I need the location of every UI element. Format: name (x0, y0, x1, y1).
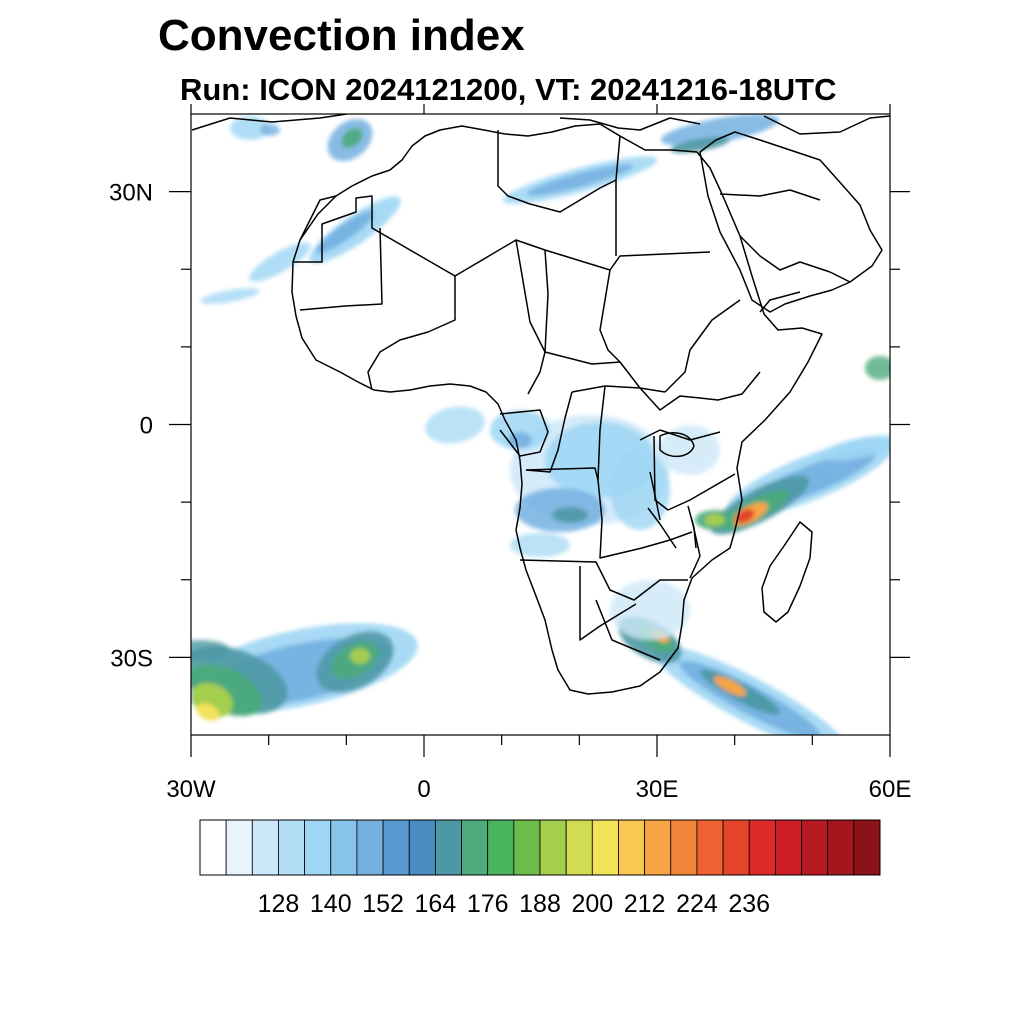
colorbar-swatch (722, 819, 750, 876)
axis-labels: 30W 0 30E 60E 30N 0 30S (109, 180, 911, 803)
colorbar-label: 152 (362, 890, 404, 918)
colorbar-swatch (539, 819, 567, 876)
field-patch (196, 703, 220, 721)
field-patch (260, 124, 280, 136)
colorbar-swatch (408, 819, 436, 876)
colorbar-label: 212 (624, 890, 666, 918)
chart-subtitle: Run: ICON 2024121200, VT: 20241216-18UTC (180, 72, 837, 107)
y-tick-label: 30N (109, 180, 153, 207)
colorbar-swatch (330, 819, 358, 876)
colorbar-swatch (304, 819, 332, 876)
colorbar-label: 140 (310, 890, 352, 918)
colorbar: 128 140 152 164 176 188 200 212 224 236 (199, 819, 881, 918)
axis-ticks (169, 104, 910, 757)
convection-field (191, 114, 890, 735)
field-patch (705, 514, 725, 526)
x-tick-label: 30E (636, 776, 679, 803)
x-tick-label: 0 (417, 776, 430, 803)
colorbar-label: 176 (467, 890, 509, 918)
coastlines (191, 114, 890, 695)
colorbar-frame (199, 819, 881, 876)
field-patch (610, 580, 690, 640)
colorbar-swatch (827, 819, 855, 876)
colorbar-swatch (591, 819, 619, 876)
colorbar-label: 224 (676, 890, 718, 918)
field-patch (341, 128, 363, 148)
x-tick-label: 60E (869, 776, 912, 803)
colorbar-label: 164 (415, 890, 457, 918)
colorbar-swatch (565, 819, 593, 876)
colorbar-swatch (696, 819, 724, 876)
x-tick-label: 30W (166, 776, 216, 803)
colorbar-swatch (382, 819, 410, 876)
field-patch (610, 450, 670, 530)
field-patch (230, 116, 270, 140)
field-patch (315, 210, 375, 254)
y-tick-label: 30S (110, 645, 153, 672)
colorbar-swatch (748, 819, 776, 876)
field-patch (660, 114, 780, 146)
colorbar-swatch (225, 819, 253, 876)
field-patch (526, 164, 634, 196)
colorbar-swatch (487, 819, 515, 876)
field-patch (200, 288, 260, 304)
colorbar-swatch (251, 819, 279, 876)
field-patch (713, 676, 747, 696)
field-patch (510, 533, 570, 557)
colorbar-swatch (618, 819, 646, 876)
field-patch (660, 425, 720, 475)
y-tick-label: 0 (140, 413, 153, 440)
field-patch (350, 648, 370, 664)
colorbar-label: 128 (258, 890, 300, 918)
field-patch (552, 507, 588, 523)
field-patch (425, 406, 485, 444)
field-patch (865, 356, 890, 380)
chart-title: Convection index (158, 11, 525, 60)
colorbar-swatch (278, 819, 306, 876)
field-patch (820, 435, 890, 461)
field-patch (735, 508, 755, 524)
colorbar-swatch (461, 819, 489, 876)
colorbar-swatch (801, 819, 829, 876)
colorbar-swatch (644, 819, 672, 876)
colorbar-swatch (513, 819, 541, 876)
colorbar-label: 200 (571, 890, 613, 918)
field-patch (191, 640, 230, 660)
colorbar-label: 236 (728, 890, 770, 918)
colorbar-swatch (199, 819, 227, 876)
colorbar-swatch (853, 819, 881, 876)
colorbar-swatch (670, 819, 698, 876)
colorbar-swatch (434, 819, 462, 876)
colorbar-swatch (774, 819, 802, 876)
colorbar-swatch (356, 819, 384, 876)
colorbar-label: 188 (519, 890, 561, 918)
